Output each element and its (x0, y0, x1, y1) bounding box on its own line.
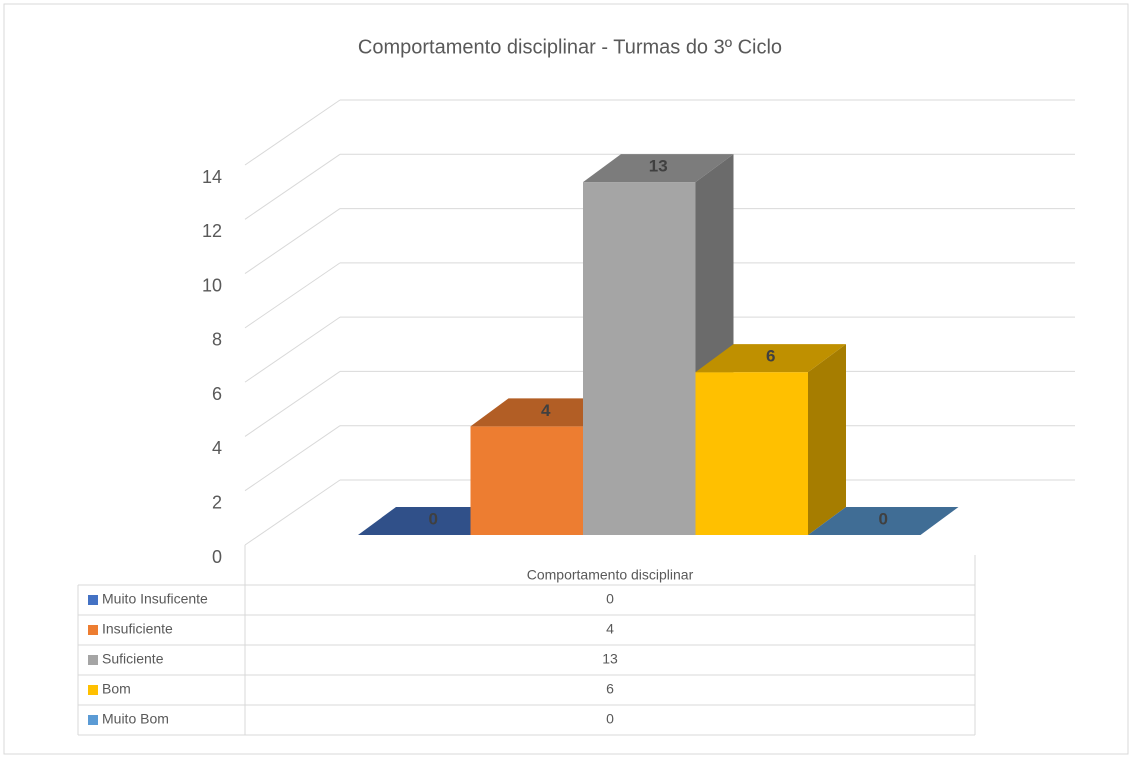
bar-front (470, 426, 583, 535)
bar-side (808, 344, 846, 535)
legend-key (88, 655, 98, 665)
y-tick-label: 0 (212, 547, 222, 567)
table-value: 0 (606, 591, 614, 607)
data-label: 4 (541, 401, 551, 420)
data-label: 0 (879, 509, 888, 528)
bar-front (695, 372, 808, 535)
data-label: 13 (649, 157, 668, 176)
y-tick-label: 12 (202, 221, 222, 241)
y-tick-label: 4 (212, 438, 222, 458)
legend-key (88, 625, 98, 635)
bar-top (808, 507, 959, 535)
grid-line (244, 425, 341, 492)
grid-line (244, 208, 341, 274)
table-value: 0 (606, 711, 614, 727)
y-tick-label: 6 (212, 384, 222, 404)
legend-label: Bom (102, 681, 131, 697)
legend-label: Muito Insuficente (102, 591, 208, 607)
grid-line (244, 153, 341, 220)
chart-frame (3, 3, 1129, 755)
grid-line (244, 316, 341, 383)
bar-top (695, 344, 846, 373)
legend-key (88, 685, 98, 695)
table-value: 6 (606, 681, 614, 697)
grid-line (244, 479, 341, 546)
legend-key (88, 715, 98, 725)
grid-line (244, 99, 341, 166)
grid-line (244, 371, 341, 437)
legend-key (88, 595, 98, 605)
y-tick-label: 2 (212, 492, 222, 512)
legend-label: Muito Bom (102, 711, 169, 727)
table-header: Comportamento disciplinar (527, 567, 694, 583)
y-tick-label: 10 (202, 275, 222, 295)
data-label: 0 (429, 509, 438, 528)
grid-line (244, 262, 341, 329)
bar-top (583, 154, 734, 183)
bar-front (583, 182, 696, 535)
table-value: 13 (602, 651, 618, 667)
y-tick-label: 14 (202, 167, 222, 187)
legend-label: Suficiente (102, 651, 164, 667)
legend-label: Insuficiente (102, 621, 173, 637)
data-label: 6 (766, 347, 775, 366)
y-tick-label: 8 (212, 330, 222, 350)
table-value: 4 (606, 621, 614, 637)
chart-title: Comportamento disciplinar - Turmas do 3º… (358, 36, 782, 58)
